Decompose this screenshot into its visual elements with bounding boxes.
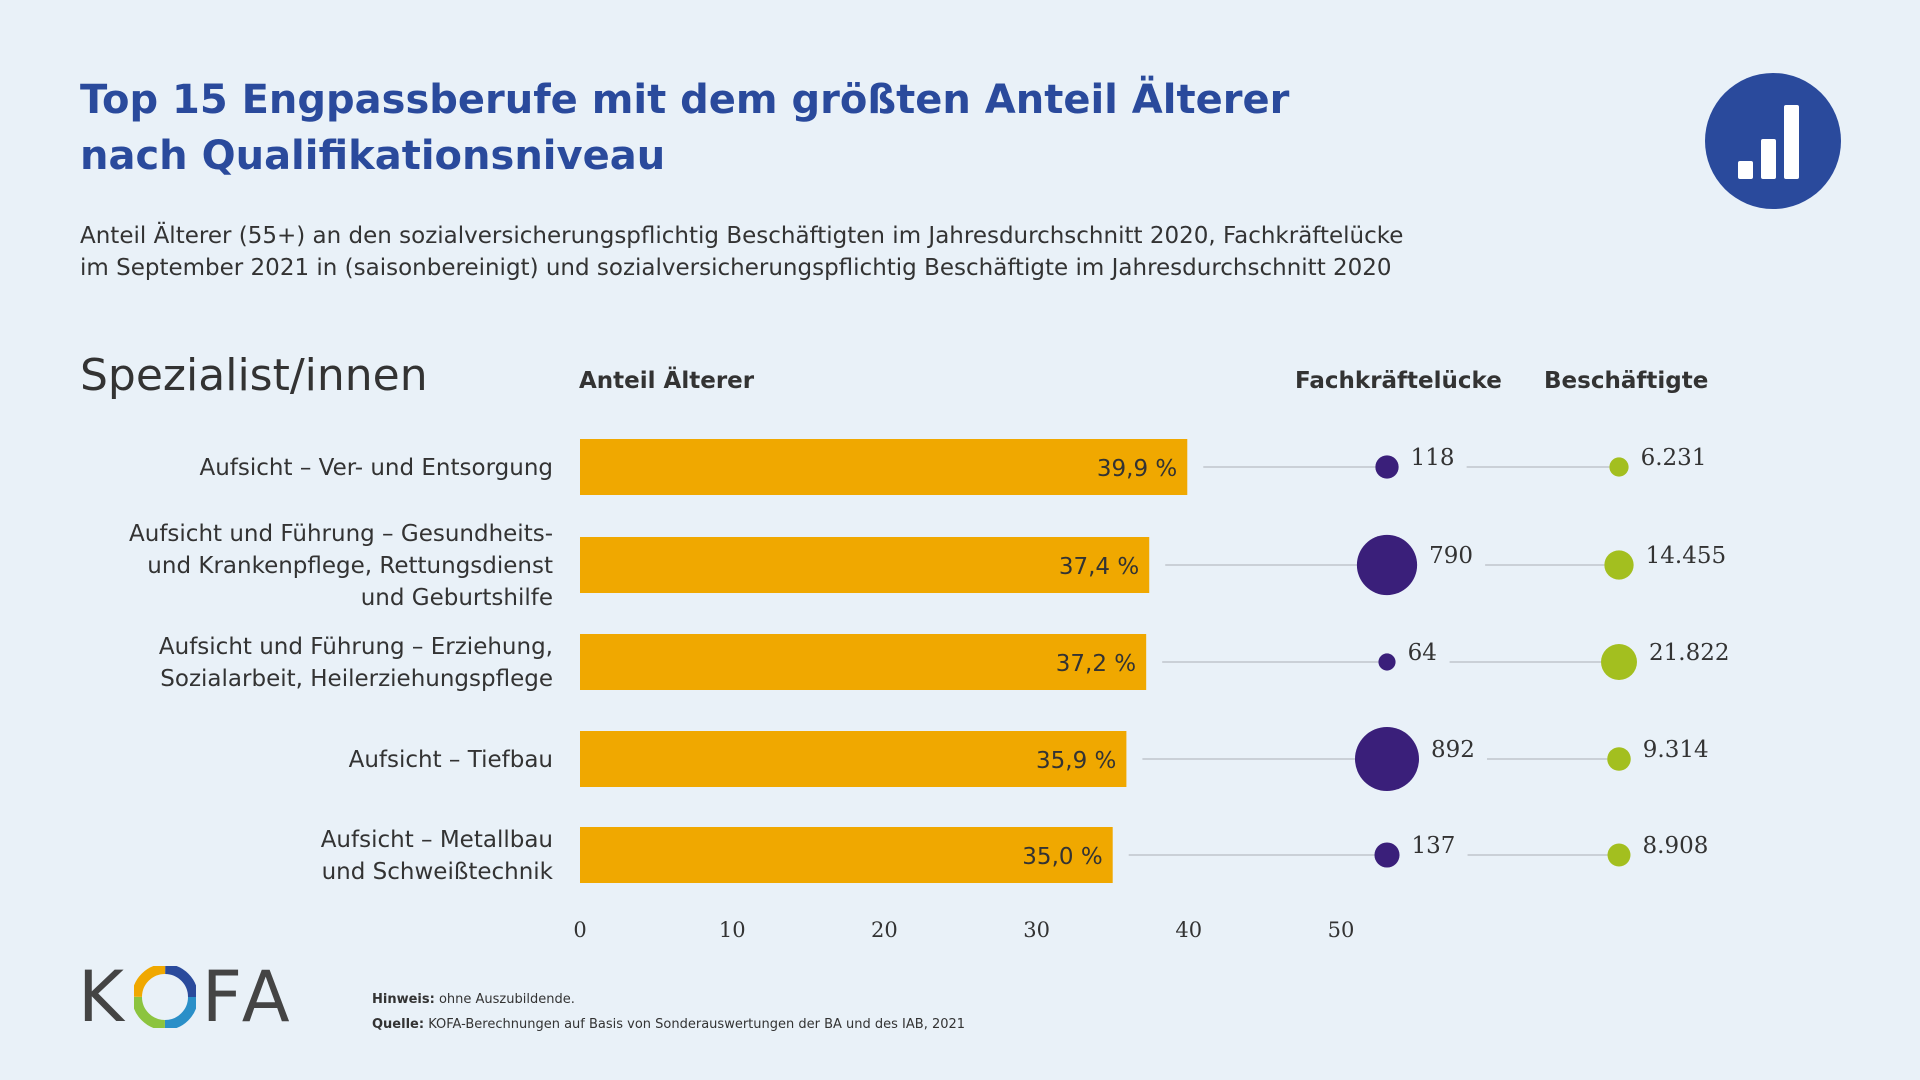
employed-value-label: 14.455 bbox=[1646, 543, 1726, 569]
gap-dot bbox=[1378, 653, 1396, 671]
x-tick-label: 10 bbox=[719, 918, 746, 942]
gap-value-label: 118 bbox=[1411, 445, 1455, 471]
category-label: Aufsicht – Ver- und Entsorgung bbox=[200, 455, 554, 481]
employed-value-label: 8.908 bbox=[1643, 833, 1709, 859]
gap-value-label: 790 bbox=[1429, 543, 1473, 569]
bar-value-label: 35,0 % bbox=[1022, 844, 1102, 870]
column-header-employed: Beschäftigte bbox=[1544, 368, 1709, 394]
category-label: und Schweißtechnik bbox=[322, 859, 554, 885]
x-tick-label: 30 bbox=[1023, 918, 1050, 942]
note-source: Quelle: KOFA-Berechnungen auf Basis von … bbox=[372, 1012, 965, 1037]
category-label: Aufsicht – Metallbau bbox=[321, 827, 553, 853]
bar bbox=[580, 537, 1150, 593]
category-label: und Geburtshilfe bbox=[361, 585, 553, 611]
category-label: Aufsicht und Führung – Erziehung, bbox=[159, 634, 553, 660]
chart-title-line-1: Top 15 Engpassberufe mit dem größten Ant… bbox=[80, 77, 1290, 123]
chart-subtitle-line-2: im September 2021 in (saisonbereinigt) u… bbox=[80, 255, 1392, 281]
employed-dot bbox=[1609, 457, 1629, 477]
bar-value-label: 35,9 % bbox=[1036, 748, 1116, 774]
gap-value-label: 64 bbox=[1408, 640, 1437, 666]
kofa-logo-fa: FA bbox=[201, 956, 296, 1038]
x-tick-label: 40 bbox=[1175, 918, 1202, 942]
chart-title: Top 15 Engpassberufe mit dem größten Ant… bbox=[80, 72, 1580, 184]
category-label: Aufsicht – Tiefbau bbox=[349, 747, 553, 773]
employed-dot bbox=[1601, 644, 1637, 680]
bar-chart-icon bbox=[1705, 73, 1841, 209]
chart-subtitle-line-1: Anteil Älterer (55+) an den sozialversic… bbox=[80, 223, 1404, 249]
employed-value-label: 9.314 bbox=[1643, 737, 1709, 763]
kofa-logo: K FA bbox=[78, 962, 296, 1032]
section-label: Spezialist/innen bbox=[80, 350, 428, 401]
employed-dot bbox=[1607, 747, 1631, 771]
category-label: Aufsicht und Führung – Gesundheits- bbox=[129, 521, 553, 547]
note-source-label: Quelle: bbox=[372, 1017, 425, 1032]
footnotes: Hinweis: ohne Auszubildende. Quelle: KOF… bbox=[372, 987, 965, 1037]
employed-value-label: 21.822 bbox=[1649, 640, 1729, 666]
kofa-o-icon bbox=[133, 966, 196, 1028]
employed-dot bbox=[1607, 843, 1631, 867]
note-hint-label: Hinweis: bbox=[372, 992, 435, 1007]
bar bbox=[580, 827, 1113, 883]
column-header-gap: Fachkräftelücke bbox=[1295, 368, 1502, 394]
x-tick-label: 50 bbox=[1328, 918, 1355, 942]
gap-dot bbox=[1375, 455, 1399, 479]
bar-value-label: 39,9 % bbox=[1097, 456, 1177, 482]
bar-value-label: 37,2 % bbox=[1056, 651, 1136, 677]
bar bbox=[580, 731, 1127, 787]
gap-dot bbox=[1355, 727, 1419, 791]
category-label: und Krankenpflege, Rettungsdienst bbox=[147, 553, 553, 579]
bar-value-label: 37,4 % bbox=[1059, 554, 1139, 580]
gap-value-label: 137 bbox=[1412, 833, 1456, 859]
kofa-logo-k: K bbox=[78, 956, 130, 1038]
note-source-text: KOFA-Berechnungen auf Basis von Sonderau… bbox=[428, 1017, 966, 1032]
category-label: Sozialarbeit, Heilerziehungspflege bbox=[160, 666, 553, 692]
column-header-share: Anteil Älterer bbox=[579, 368, 755, 394]
note-hint-text: ohne Auszubildende. bbox=[438, 992, 575, 1007]
x-tick-label: 20 bbox=[871, 918, 898, 942]
gap-dot bbox=[1374, 842, 1400, 868]
employed-dot bbox=[1604, 550, 1634, 580]
gap-value-label: 892 bbox=[1431, 737, 1475, 763]
note-hint: Hinweis: ohne Auszubildende. bbox=[372, 987, 965, 1012]
chart-title-line-2: nach Qualifikationsniveau bbox=[80, 133, 666, 179]
bar bbox=[580, 634, 1147, 690]
chart-subtitle: Anteil Älterer (55+) an den sozialversic… bbox=[80, 220, 1580, 284]
gap-dot bbox=[1356, 534, 1418, 596]
x-tick-label: 0 bbox=[573, 918, 586, 942]
employed-value-label: 6.231 bbox=[1641, 445, 1707, 471]
bar bbox=[580, 439, 1188, 495]
